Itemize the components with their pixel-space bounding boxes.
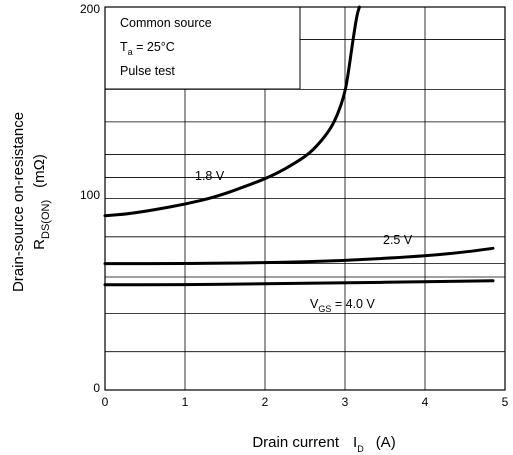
y-tick-label: 200 — [80, 2, 100, 16]
y-tick-label: 100 — [80, 188, 100, 202]
x-axis-label: Drain current ID (A) — [252, 434, 395, 454]
y-axis-label-line2: RDS(ON)(mΩ) — [31, 154, 52, 250]
y-tick-label: 0 — [93, 381, 100, 395]
series-line-2-5-v — [103, 246, 495, 266]
series-line-4-0-v — [103, 279, 495, 287]
x-tick-label: 1 — [182, 395, 189, 409]
x-tick-label: 4 — [422, 395, 429, 409]
series-label-vgs-4v: VGS = 4.0 V — [310, 297, 375, 314]
y-axis-label-line1: Drain-source on-resistance — [10, 112, 27, 292]
series-label-2p5v: 2.5 V — [383, 233, 413, 247]
conditions-line3: Pulse test — [120, 64, 175, 78]
x-tick-label: 0 — [102, 395, 109, 409]
conditions-line2: Ta = 25°C — [120, 40, 175, 57]
plot-frame — [104, 6, 506, 391]
conditions-line1: Common source — [120, 16, 212, 30]
series-label-1p8v: 1.8 V — [195, 169, 225, 183]
x-tick-label: 2 — [262, 395, 269, 409]
series-line-1-8-v — [103, 5, 361, 218]
curves — [103, 5, 495, 287]
x-tick-label: 3 — [342, 395, 349, 409]
x-tick-label: 5 — [502, 395, 509, 409]
